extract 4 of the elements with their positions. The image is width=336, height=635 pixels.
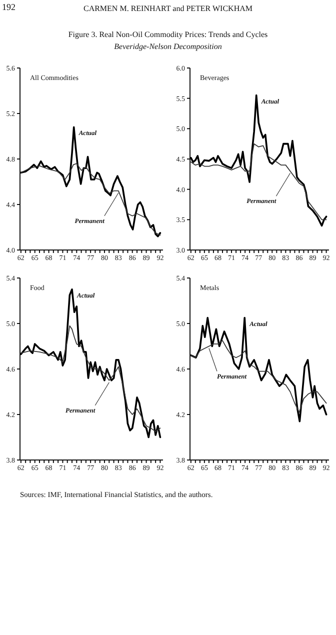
- text: CARMEN M. REINHART and PETER WICKHAM: [83, 4, 252, 13]
- text: Beveridge-Nelson Decomposition: [113, 42, 223, 51]
- caption: Figure 3. Real Non-Oil Commodity Prices: Trends and Cycles: [67, 30, 269, 39]
- text: 192: [2, 2, 16, 12]
